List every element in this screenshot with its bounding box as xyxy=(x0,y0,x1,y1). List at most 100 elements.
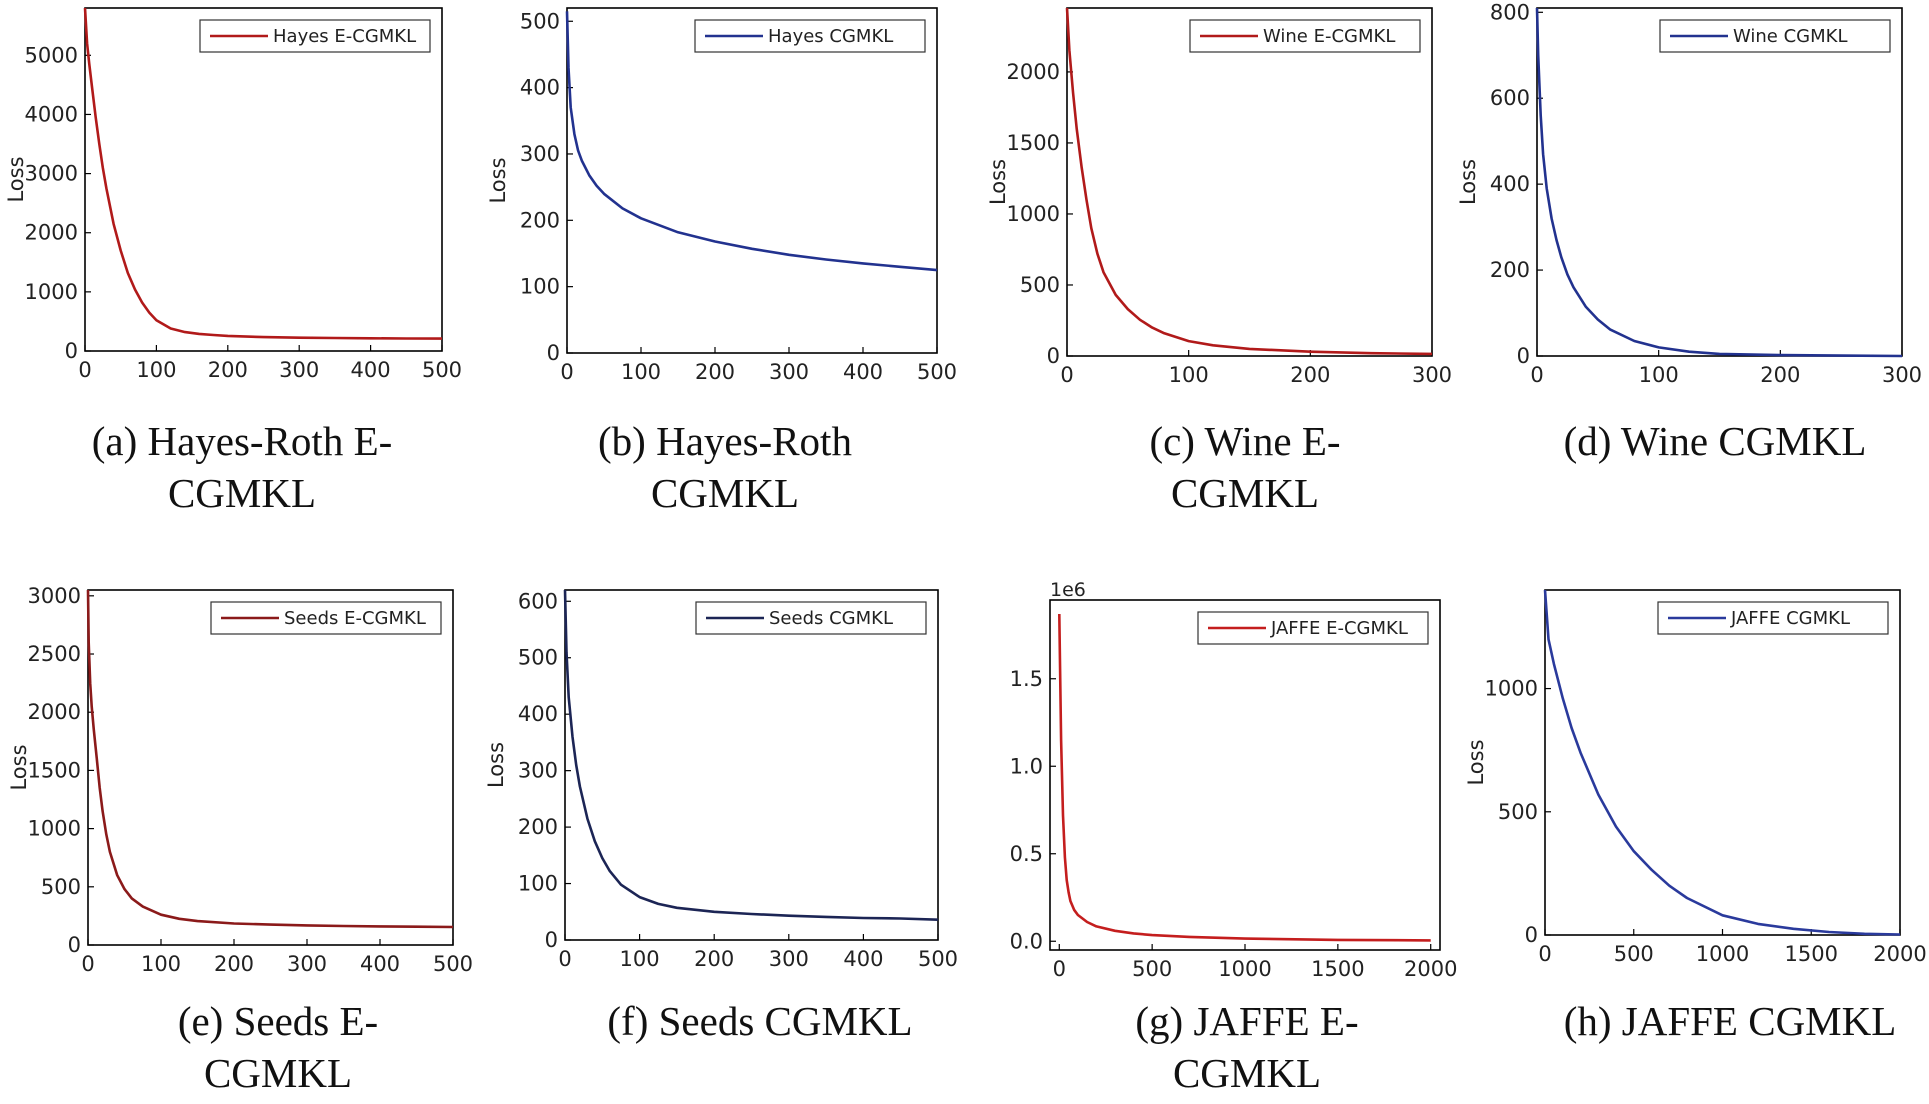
x-tick-label: 1500 xyxy=(1785,942,1838,966)
series-line-d xyxy=(1535,7,1903,358)
legend-label: Wine CGMKL xyxy=(1733,26,1848,47)
caption-c-line: CGMKL xyxy=(1171,470,1319,516)
plot-frame-a xyxy=(84,7,443,352)
y-tick-label: 0 xyxy=(545,928,558,952)
y-tick-label: 0 xyxy=(1517,344,1530,368)
x-tick-label: 500 xyxy=(433,952,473,976)
x-tick-label: 300 xyxy=(1882,363,1922,387)
panel-a: 0 100 200 300 400 500010002000300040005000Los… xyxy=(4,7,462,516)
caption-b-line: CGMKL xyxy=(651,470,799,516)
series-line-c xyxy=(1065,7,1433,356)
y-tick-label: 500 xyxy=(1498,800,1538,824)
x-tick-label: 100 xyxy=(1639,363,1679,387)
caption-e-line: CGMKL xyxy=(204,1050,352,1096)
x-tick-label: 0 xyxy=(1060,363,1073,387)
x-tick-label: 300 xyxy=(769,360,809,384)
y-tick-label: 2000 xyxy=(28,700,81,724)
x-tick-label: 100 xyxy=(141,952,181,976)
x-tick-label: 0 xyxy=(78,358,91,382)
y-tick-label: 0 xyxy=(65,339,78,363)
y-tick-label: 800 xyxy=(1490,0,1530,24)
caption-a-line: CGMKL xyxy=(168,470,316,516)
legend-label: JAFFE E-CGMKL xyxy=(1270,618,1408,639)
x-tick-label: 0 xyxy=(1053,957,1066,981)
y-tick-label: 100 xyxy=(518,872,558,896)
x-tick-label: 100 xyxy=(1169,363,1209,387)
y-tick-label: 1000 xyxy=(28,817,81,841)
x-tick-label: 200 xyxy=(214,952,254,976)
y-axis-label: Loss xyxy=(986,159,1010,205)
y-tick-label: 1000 xyxy=(1007,202,1060,226)
y-tick-label: 5000 xyxy=(25,43,78,67)
plot-frame-f xyxy=(564,589,939,941)
legend-label: JAFFE CGMKL xyxy=(1730,608,1850,629)
x-tick-label: 500 xyxy=(1132,957,1172,981)
series-line-e xyxy=(86,589,454,929)
y-tick-label: 400 xyxy=(520,76,560,100)
caption-e-line: (e) Seeds E- xyxy=(178,998,378,1044)
x-tick-label: 500 xyxy=(422,358,462,382)
series-line-b xyxy=(565,11,938,272)
caption-d-line: (d) Wine CGMKL xyxy=(1564,418,1867,464)
x-tick-label: 100 xyxy=(621,360,661,384)
caption-f-line: (f) Seeds CGMKL xyxy=(607,998,912,1044)
y-tick-label: 2000 xyxy=(25,221,78,245)
caption-b-line: (b) Hayes-Roth xyxy=(598,418,852,464)
y-tick-label: 1000 xyxy=(25,280,78,304)
x-tick-label: 2000 xyxy=(1404,957,1457,981)
y-axis-label: Loss xyxy=(1464,739,1488,785)
y-tick-label: 1500 xyxy=(28,758,81,782)
y-tick-label: 2500 xyxy=(28,642,81,666)
caption-a-line: (a) Hayes-Roth E- xyxy=(92,418,393,464)
legend-label: Seeds CGMKL xyxy=(769,608,893,629)
y-tick-label: 500 xyxy=(520,9,560,33)
y-tick-label: 3000 xyxy=(28,584,81,608)
x-tick-label: 400 xyxy=(843,947,883,971)
x-tick-label: 400 xyxy=(843,360,883,384)
y-axis-label: Loss xyxy=(486,157,510,203)
series-line-a xyxy=(83,7,443,340)
panel-g: 0 500 1000 1500 2000 0.0 0.5 1.0 1.5 1e6 JAFFE E-C… xyxy=(1010,579,1458,1096)
series-line-f xyxy=(563,589,939,921)
x-tick-label: 1500 xyxy=(1311,957,1364,981)
y-tick-label: 1.5 xyxy=(1010,667,1043,691)
y-tick-label: 4000 xyxy=(25,102,78,126)
x-tick-label: 200 xyxy=(1760,363,1800,387)
y-tick-label: 500 xyxy=(1020,273,1060,297)
x-tick-label: 500 xyxy=(917,360,957,384)
y-tick-label: 100 xyxy=(520,275,560,299)
x-tick-label: 300 xyxy=(287,952,327,976)
x-tick-label: 0 xyxy=(1538,942,1551,966)
y-tick-label: 200 xyxy=(520,208,560,232)
x-tick-label: 300 xyxy=(1412,363,1452,387)
x-tick-label: 100 xyxy=(136,358,176,382)
y-axis-label: Loss xyxy=(1456,159,1480,205)
x-tick-label: 200 xyxy=(208,358,248,382)
plot-frame-d xyxy=(1536,7,1903,357)
y-axis-label: Loss xyxy=(7,744,31,790)
series-line-h xyxy=(1543,589,1901,936)
x-tick-label: 100 xyxy=(620,947,660,971)
plot-frame-c xyxy=(1066,7,1433,357)
x-tick-label: 500 xyxy=(1614,942,1654,966)
x-tick-label: 500 xyxy=(918,947,958,971)
panel-c: 0 100 200 300 0 500 1000 1500 2000 Loss Wine E-CGM… xyxy=(986,7,1452,516)
legend-label: Hayes CGMKL xyxy=(768,26,893,47)
y-tick-label: 200 xyxy=(518,815,558,839)
y-tick-label: 3000 xyxy=(25,162,78,186)
plot-frame-g xyxy=(1049,599,1441,951)
y-tick-label: 300 xyxy=(520,142,560,166)
y-tick-label: 400 xyxy=(1490,172,1530,196)
y-tick-label: 400 xyxy=(518,702,558,726)
caption-g-line: (g) JAFFE E- xyxy=(1135,998,1358,1044)
y-axis-label: Loss xyxy=(4,156,28,202)
caption-g-line: CGMKL xyxy=(1173,1050,1321,1096)
panel-f: 0 100 200 300 400 500 0 100 200 300 400 500 600 Loss S… xyxy=(484,589,958,1044)
y-tick-label: 0 xyxy=(68,933,81,957)
y-axis-label: Loss xyxy=(484,742,508,788)
series-line-g xyxy=(1058,613,1431,942)
plot-frame-e xyxy=(87,589,454,946)
caption-c-line: (c) Wine E- xyxy=(1149,418,1340,464)
panel-b: 0 100 200 300 400 500 0 100 200 300 400 500 Loss Haye… xyxy=(486,7,957,516)
y-tick-label: 0.5 xyxy=(1010,842,1043,866)
